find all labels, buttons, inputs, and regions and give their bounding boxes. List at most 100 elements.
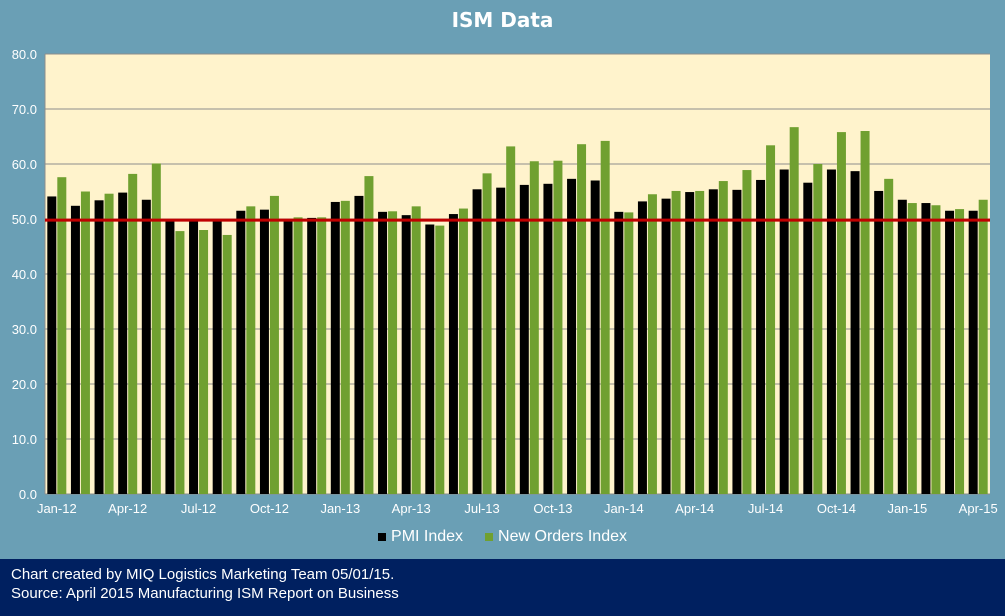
bar-pmi [826, 169, 836, 494]
bars [47, 127, 988, 495]
bar-pmi [897, 199, 907, 494]
bar-pmi [307, 217, 317, 494]
footer-note: Chart created by MIQ Logistics Marketing… [0, 559, 1005, 616]
bar-new-orders [506, 146, 516, 494]
y-tick-label: 60.0 [12, 157, 37, 172]
x-tick-label: Jul-13 [464, 501, 499, 516]
bar-pmi [236, 210, 246, 494]
legend: PMI Index New Orders Index [0, 528, 1005, 546]
bar-new-orders [151, 163, 161, 494]
bar-new-orders [293, 217, 303, 494]
bar-pmi [921, 203, 931, 495]
y-tick-label: 0.0 [19, 487, 37, 502]
bar-pmi [448, 214, 458, 495]
bar-new-orders [907, 203, 917, 495]
x-tick-label: Apr-13 [392, 501, 431, 516]
bar-new-orders [789, 127, 799, 495]
bar-pmi [354, 195, 364, 494]
bar-new-orders [529, 161, 539, 494]
footer-source: Source: April 2015 Manufacturing ISM Rep… [11, 585, 399, 602]
x-tick-label: Apr-14 [675, 501, 714, 516]
y-tick-label: 70.0 [12, 102, 37, 117]
bar-new-orders [624, 212, 634, 494]
bar-new-orders [600, 140, 610, 494]
bar-pmi [732, 189, 742, 494]
bar-pmi [378, 211, 388, 494]
bar-pmi [567, 178, 577, 494]
y-tick-label: 80.0 [12, 47, 37, 62]
bar-new-orders [577, 144, 587, 494]
bar-pmi [496, 187, 506, 494]
x-tick-label: Jan-13 [320, 501, 360, 516]
bar-pmi [874, 190, 884, 494]
x-tick-label: Oct-13 [533, 501, 572, 516]
x-tick-label: Oct-14 [817, 501, 856, 516]
chart-title: ISM Data [451, 8, 554, 32]
y-tick-label: 20.0 [12, 377, 37, 392]
bar-pmi [779, 169, 789, 494]
bar-pmi [614, 211, 624, 494]
bar-pmi [803, 182, 813, 494]
bar-new-orders [340, 200, 350, 494]
x-tick-label: Jan-12 [37, 501, 77, 516]
bar-new-orders [931, 205, 941, 494]
bar-pmi [945, 210, 955, 494]
bar-new-orders [813, 164, 823, 494]
bar-pmi [165, 220, 175, 494]
x-tick-label: Apr-12 [108, 501, 147, 516]
bar-new-orders [104, 193, 114, 494]
bar-pmi [189, 220, 199, 494]
bar-new-orders [269, 195, 279, 494]
bar-pmi [47, 196, 57, 494]
legend-item-pmi: PMI Index [378, 528, 463, 546]
legend-swatch-new-orders [485, 533, 494, 541]
bar-new-orders [411, 206, 421, 494]
bar-pmi [756, 179, 766, 494]
bar-new-orders [199, 230, 209, 494]
bar-pmi [543, 183, 553, 495]
bar-new-orders [482, 173, 492, 494]
y-tick-label: 30.0 [12, 322, 37, 337]
bar-new-orders [884, 178, 894, 494]
bar-pmi [141, 199, 151, 494]
x-tick-label: Apr-15 [959, 501, 998, 516]
bar-pmi [685, 192, 695, 495]
bar-pmi [94, 200, 104, 495]
legend-item-new-orders: New Orders Index [485, 528, 627, 546]
bar-new-orders [246, 206, 256, 494]
bar-new-orders [80, 191, 90, 494]
bar-new-orders [695, 190, 705, 494]
bar-new-orders [955, 209, 965, 494]
y-tick-label: 50.0 [12, 212, 37, 227]
bar-new-orders [435, 225, 445, 494]
x-tick-label: Oct-12 [250, 501, 289, 516]
bar-pmi [425, 224, 435, 494]
legend-label-new-orders: New Orders Index [498, 528, 627, 545]
y-tick-label: 40.0 [12, 267, 37, 282]
bar-pmi [850, 171, 860, 494]
y-tick-label: 10.0 [12, 432, 37, 447]
bar-pmi [472, 189, 482, 495]
bar-pmi [968, 210, 978, 494]
bar-new-orders [742, 170, 752, 495]
bar-pmi [401, 215, 411, 494]
legend-label-pmi: PMI Index [391, 528, 464, 545]
bar-new-orders [671, 190, 681, 494]
x-tick-label: Jan-14 [604, 501, 644, 516]
x-axis-ticks: Jan-12 Apr-12 Jul-12 Oct-12 Jan-13 Apr-13 Jul-… [37, 501, 998, 516]
bar-pmi [212, 221, 222, 494]
bar-pmi [70, 205, 80, 495]
bar-pmi [637, 201, 647, 494]
bar-pmi [661, 198, 671, 494]
bar-new-orders [458, 208, 468, 495]
legend-swatch-pmi [378, 533, 387, 541]
bar-new-orders [57, 177, 67, 494]
bar-pmi [118, 192, 128, 494]
bar-new-orders [836, 132, 846, 494]
bar-pmi [590, 180, 600, 494]
x-tick-label: Jan-15 [887, 501, 927, 516]
bar-new-orders [978, 199, 988, 494]
x-tick-label: Jul-14 [748, 501, 783, 516]
bar-new-orders [364, 176, 374, 494]
